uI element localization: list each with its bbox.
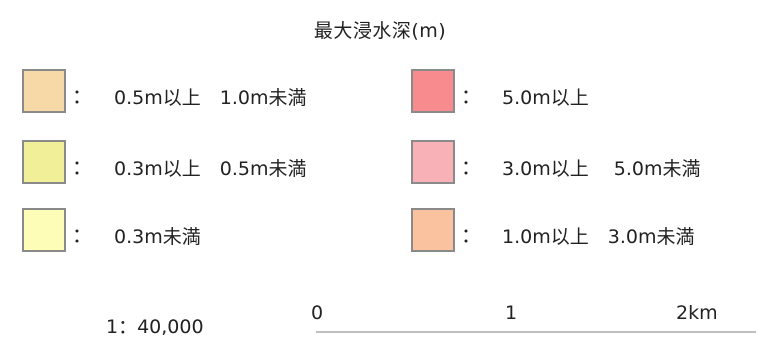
legend-separator: ： <box>461 223 481 247</box>
legend-swatch <box>22 208 66 252</box>
scale-tick-label: 1 <box>505 302 518 324</box>
scale-line <box>316 331 756 333</box>
legend-separator: ： <box>72 155 92 179</box>
legend-swatch <box>22 69 66 113</box>
legend-swatch <box>411 208 455 252</box>
legend-separator: ： <box>72 84 92 108</box>
legend-separator: ： <box>461 84 481 108</box>
legend-label: 0.3m以上 0.5m未満 <box>114 158 307 180</box>
legend-swatch <box>411 69 455 113</box>
legend-separator: ： <box>72 223 92 247</box>
legend-label: 1.0m以上 3.0m未満 <box>502 226 695 248</box>
legend-label: 0.3m未満 <box>114 226 201 248</box>
legend-title: 最大浸水深(m) <box>313 20 447 42</box>
legend-swatch <box>22 140 66 184</box>
legend-label: 5.0m以上 <box>502 87 589 109</box>
legend-separator: ： <box>461 155 481 179</box>
legend-label: 0.5m以上 1.0m未満 <box>114 87 307 109</box>
scale-tick-label: 2km <box>676 302 718 324</box>
scale-tick-label: 0 <box>311 302 324 324</box>
scale-ratio: 1：40,000 <box>106 316 204 338</box>
legend-label: 3.0m以上 5.0m未満 <box>502 158 701 180</box>
legend-swatch <box>411 140 455 184</box>
